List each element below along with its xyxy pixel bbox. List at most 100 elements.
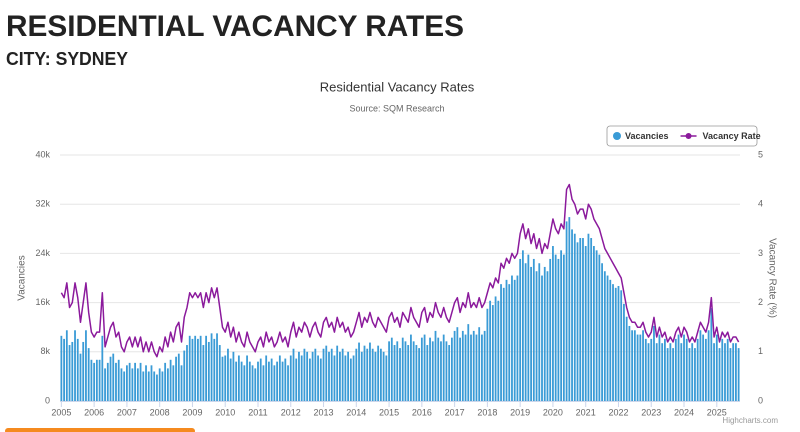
bar <box>251 365 254 401</box>
bar <box>729 348 732 401</box>
bar <box>377 345 380 401</box>
bar <box>120 368 123 401</box>
bar <box>112 353 115 401</box>
bar <box>232 351 235 401</box>
bar <box>76 338 79 401</box>
bar <box>442 334 445 401</box>
bar <box>562 254 565 401</box>
bar <box>576 242 579 401</box>
bar <box>265 355 268 401</box>
bar <box>109 356 112 401</box>
bar <box>349 358 352 401</box>
bar <box>393 345 396 401</box>
bar <box>314 348 317 401</box>
page-subtitle: CITY: SYDNEY <box>6 49 128 69</box>
bar <box>169 359 172 401</box>
bar <box>240 361 243 401</box>
bar <box>625 316 628 401</box>
bar <box>683 334 685 401</box>
bar <box>177 353 180 401</box>
bar <box>352 355 355 401</box>
bar <box>134 362 137 401</box>
bar <box>502 287 505 401</box>
credits[interactable]: Highcharts.com <box>722 416 778 425</box>
y-tick-label: 16k <box>35 297 50 307</box>
bar <box>344 355 347 401</box>
bar <box>560 250 563 401</box>
bar <box>235 361 238 401</box>
bar <box>431 341 434 401</box>
bar <box>65 330 68 401</box>
bar <box>172 365 175 401</box>
bar <box>388 341 390 401</box>
bar <box>658 334 661 401</box>
legend-label[interactable]: Vacancy Rate <box>703 131 761 141</box>
legend-label[interactable]: Vacancies <box>625 131 669 141</box>
x-tick-label: 2013 <box>314 407 334 417</box>
bar <box>369 342 371 401</box>
bar <box>491 305 494 401</box>
bar <box>123 371 126 401</box>
bar <box>674 338 677 401</box>
chart-title: Residential Vacancy Rates <box>320 79 475 94</box>
x-tick-label: 2018 <box>477 407 497 417</box>
bar <box>278 355 281 401</box>
bar <box>587 233 590 401</box>
bar <box>79 353 82 401</box>
bar <box>98 359 101 401</box>
bar <box>467 324 470 401</box>
bar <box>292 348 295 401</box>
legend-marker <box>613 132 621 140</box>
y2-tick-label: 0 <box>758 395 763 405</box>
bar <box>685 338 688 401</box>
bar <box>464 334 467 401</box>
bar <box>423 334 426 401</box>
bar <box>579 238 582 401</box>
bar <box>404 341 407 401</box>
bar <box>478 327 481 401</box>
bar <box>557 258 560 401</box>
bar <box>642 330 644 401</box>
bar <box>147 371 150 401</box>
x-tick-label: 2016 <box>412 407 432 417</box>
bar <box>281 361 284 401</box>
bar <box>620 290 623 401</box>
bar <box>319 358 322 401</box>
bar <box>237 355 240 401</box>
bar <box>718 348 721 401</box>
bar <box>415 345 418 401</box>
bar <box>221 356 224 401</box>
bar <box>63 338 65 401</box>
bar <box>440 341 442 401</box>
bar <box>90 359 93 401</box>
bar <box>541 275 543 401</box>
bar <box>289 355 292 401</box>
bar <box>565 221 568 401</box>
x-tick-label: 2010 <box>215 407 235 417</box>
bar <box>139 362 142 401</box>
x-tick-label: 2020 <box>543 407 563 417</box>
bar <box>145 365 147 401</box>
bar <box>721 338 724 401</box>
bar <box>358 342 360 401</box>
bar <box>385 355 388 401</box>
bar <box>360 351 363 401</box>
bar <box>456 327 459 401</box>
bar <box>554 254 557 401</box>
bar <box>486 308 489 401</box>
y-tick-label: 32k <box>35 199 50 209</box>
bar <box>60 335 63 401</box>
bar <box>535 271 538 401</box>
bar <box>592 246 595 401</box>
x-tick-label: 2023 <box>641 407 661 417</box>
y2-tick-label: 4 <box>758 199 763 209</box>
y-tick-label: 40k <box>35 149 50 159</box>
bar <box>202 345 205 401</box>
bar <box>197 338 199 401</box>
bar <box>691 343 694 401</box>
bar <box>508 284 511 401</box>
bar <box>150 365 153 401</box>
bar <box>298 351 300 401</box>
bar <box>126 365 128 401</box>
bar <box>68 345 71 401</box>
